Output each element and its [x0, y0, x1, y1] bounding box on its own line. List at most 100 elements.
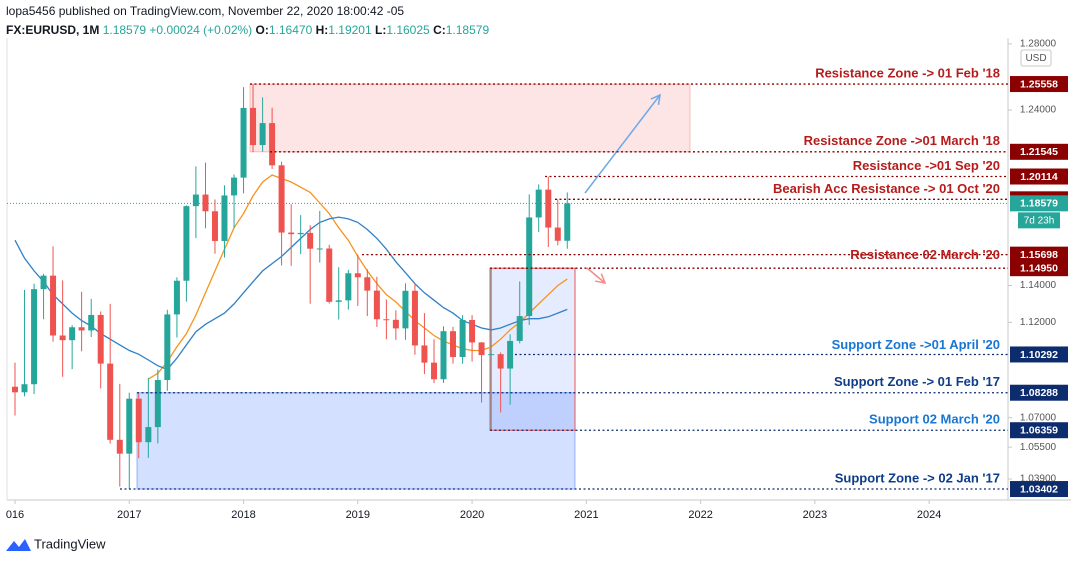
candle	[31, 283, 38, 395]
candle-body	[221, 195, 228, 241]
candle	[459, 314, 466, 364]
candle-body	[526, 217, 533, 317]
resistance-zone	[249, 83, 691, 153]
candle	[497, 352, 504, 413]
candle	[335, 267, 342, 320]
candle-body	[183, 206, 190, 281]
candle	[50, 246, 57, 342]
candle-body	[335, 300, 342, 302]
y-tick-label: 1.05500	[1020, 442, 1057, 453]
candle-body	[564, 203, 571, 241]
candle	[278, 161, 285, 266]
candle-body	[516, 316, 523, 341]
candle	[116, 383, 123, 487]
candle	[192, 166, 199, 239]
candle	[11, 362, 18, 416]
candle	[250, 84, 257, 153]
candle-body	[40, 275, 47, 290]
open-key: O:	[256, 23, 269, 37]
level-label: Resistance ->01 Sep '20	[853, 158, 1000, 173]
x-tick-label: 2022	[688, 509, 712, 521]
close-key: C:	[433, 23, 446, 37]
level-label: Bearish Acc Resistance -> 01 Oct '20	[773, 181, 1000, 196]
candle	[564, 192, 571, 249]
candle-body	[316, 248, 323, 250]
change: +0.00024 (+0.02%)	[149, 23, 252, 37]
candle	[526, 194, 533, 326]
candle	[154, 369, 161, 444]
candle-body	[211, 211, 218, 241]
candle-body	[240, 107, 247, 178]
low-key: L:	[375, 23, 386, 37]
candle-body	[373, 290, 380, 320]
price-tag-label: 1.08288	[1020, 387, 1058, 399]
level-label: Support Zone -> 01 Feb '17	[834, 374, 1000, 389]
publisher-line: lopa5456 published on TradingView.com, N…	[6, 4, 404, 18]
close-value: 1.18579	[446, 23, 490, 37]
last-price-tag-label: 1.18579	[1020, 198, 1058, 210]
price-tag-label: 1.21545	[1020, 146, 1058, 158]
candle-body	[107, 363, 114, 440]
candle-body	[135, 398, 142, 443]
x-tick-label: 2019	[346, 509, 370, 521]
currency-box	[1020, 49, 1052, 67]
logo-shape	[6, 539, 31, 551]
y-tick-label: 1.12000	[1020, 317, 1057, 328]
candle	[231, 174, 238, 229]
price-tag	[1010, 422, 1068, 439]
candle	[135, 392, 142, 459]
candle-body	[11, 386, 18, 393]
x-tick-label: 2018	[231, 509, 255, 521]
candle-body	[97, 314, 104, 364]
candle-body	[507, 340, 514, 369]
price-tag	[1010, 346, 1068, 363]
open-value: 1.16470	[269, 23, 313, 37]
candle-body	[278, 165, 285, 233]
candle-body	[354, 273, 361, 278]
candle	[269, 107, 276, 169]
low-value: 1.16025	[386, 23, 430, 37]
candle	[431, 339, 438, 384]
candle	[40, 273, 47, 320]
candle	[259, 97, 266, 152]
countdown-tag	[1018, 212, 1060, 229]
y-tick-label: 1.28000	[1020, 38, 1057, 49]
ohlc-line: FX:EURUSD, 1M 1.18579 +0.00024 (+0.02%) …	[6, 23, 489, 37]
candle	[316, 210, 323, 263]
support-zone-2020	[489, 267, 576, 431]
candle	[440, 326, 447, 383]
candle-body	[126, 398, 133, 454]
candle-body	[50, 275, 57, 336]
bullish-arrow-head	[650, 93, 661, 105]
x-tick-label: 016	[6, 509, 24, 521]
candle-body	[440, 331, 447, 380]
price-tag	[1010, 246, 1068, 263]
candle	[478, 342, 485, 403]
last-price-tag	[1010, 195, 1068, 212]
candle	[516, 281, 523, 344]
candle-body	[402, 290, 409, 329]
candle	[449, 326, 456, 364]
support-zone	[136, 392, 576, 490]
candle-body	[164, 314, 171, 381]
candle-body	[288, 232, 295, 235]
candle-body	[88, 314, 95, 331]
candle-body	[392, 319, 399, 329]
countdown: 7d 23h	[1024, 215, 1055, 226]
candle-body	[307, 232, 314, 249]
bullish-arrow	[584, 94, 661, 194]
candle-body	[383, 319, 390, 321]
candle-body	[59, 335, 66, 341]
candle-body	[69, 327, 76, 341]
candle-body	[269, 123, 276, 166]
candle	[354, 254, 361, 306]
candle	[221, 185, 228, 258]
candle-body	[478, 342, 485, 356]
candle	[126, 392, 133, 490]
price-tag	[1010, 260, 1068, 277]
candle-body	[259, 123, 266, 146]
level-label: Support Zone ->01 April '20	[832, 337, 1000, 352]
brand: TradingView	[34, 536, 106, 551]
candle-body	[21, 384, 28, 393]
